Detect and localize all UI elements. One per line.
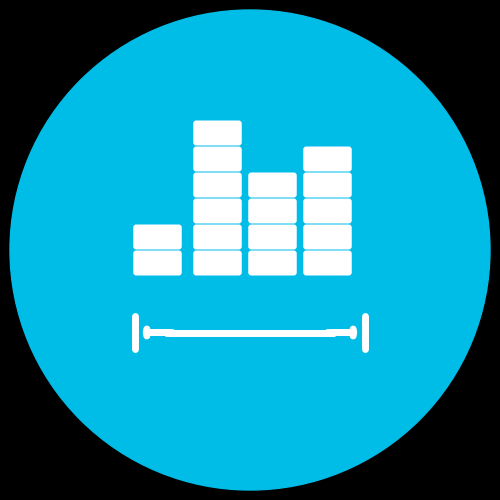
FancyBboxPatch shape (248, 250, 297, 276)
FancyBboxPatch shape (193, 250, 242, 276)
FancyBboxPatch shape (133, 250, 182, 276)
FancyBboxPatch shape (248, 224, 297, 250)
FancyBboxPatch shape (248, 172, 297, 198)
FancyBboxPatch shape (303, 172, 352, 198)
FancyBboxPatch shape (193, 146, 242, 172)
FancyBboxPatch shape (303, 146, 352, 172)
FancyBboxPatch shape (133, 224, 182, 250)
FancyBboxPatch shape (193, 224, 242, 250)
FancyBboxPatch shape (193, 172, 242, 198)
FancyBboxPatch shape (303, 250, 352, 276)
FancyBboxPatch shape (248, 198, 297, 224)
FancyBboxPatch shape (193, 198, 242, 224)
FancyBboxPatch shape (193, 120, 242, 146)
FancyBboxPatch shape (303, 224, 352, 250)
Circle shape (10, 10, 490, 490)
FancyBboxPatch shape (303, 198, 352, 224)
